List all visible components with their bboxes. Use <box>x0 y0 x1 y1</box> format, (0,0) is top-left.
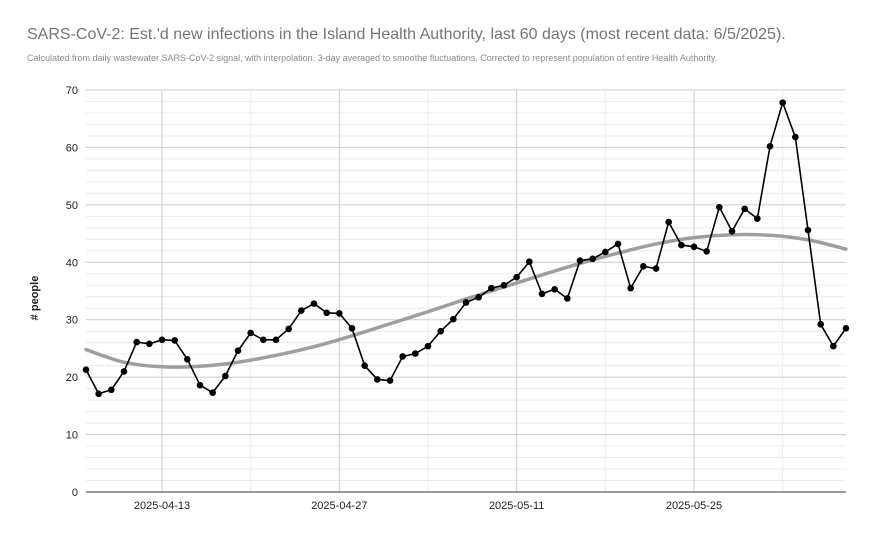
data-point <box>158 336 166 344</box>
major-gridlines <box>86 89 846 493</box>
data-point <box>196 381 204 389</box>
data-point <box>260 336 267 344</box>
data-point <box>285 325 292 333</box>
data-point <box>500 281 508 289</box>
series-layer <box>82 99 850 398</box>
data-point <box>754 215 761 222</box>
data-point <box>120 368 128 375</box>
x-tick-label: 2025-05-11 <box>489 500 544 512</box>
data-point <box>576 257 584 264</box>
chart-subtitle: Calculated from daily wastewater SARS-Co… <box>27 53 718 63</box>
data-point <box>728 227 736 235</box>
data-point <box>222 372 229 380</box>
data-point <box>247 329 254 337</box>
y-tick-label: 40 <box>66 257 78 269</box>
data-point <box>146 340 153 348</box>
y-tick-label: 50 <box>66 200 78 212</box>
data-point <box>678 241 685 249</box>
data-point <box>551 285 558 293</box>
chart-title: SARS-CoV-2: Est.'d new infections in the… <box>27 26 786 43</box>
data-point <box>310 300 318 307</box>
data-point <box>82 366 90 373</box>
data-point <box>690 243 698 251</box>
data-point <box>817 321 824 328</box>
data-point <box>374 376 381 383</box>
data-point <box>133 338 140 346</box>
data-point <box>171 337 178 344</box>
data-point <box>488 284 495 292</box>
data-point <box>272 336 280 344</box>
data-point <box>830 342 837 350</box>
data-point <box>437 327 444 335</box>
data-point <box>424 342 432 350</box>
data-point <box>412 350 419 357</box>
data-point <box>640 263 647 270</box>
data-point <box>665 218 672 226</box>
data-point <box>95 390 102 398</box>
data-point <box>462 299 470 306</box>
data-point <box>804 226 812 234</box>
data-point <box>323 309 330 317</box>
data-point <box>513 273 520 281</box>
data-point <box>475 294 482 301</box>
data-point <box>184 356 191 363</box>
data-point <box>602 248 609 256</box>
data-point <box>336 310 343 317</box>
y-tick-label: 70 <box>66 85 78 97</box>
data-point <box>614 240 622 248</box>
y-tick-label: 20 <box>66 372 78 384</box>
x-tick-label: 2025-04-13 <box>134 500 190 512</box>
data-point <box>526 258 533 266</box>
data-point <box>348 325 356 332</box>
data-point <box>716 203 723 211</box>
data-point <box>209 389 216 396</box>
x-tick-label: 2025-04-27 <box>311 500 367 512</box>
data-point <box>766 142 774 150</box>
y-tick-label: 30 <box>66 315 78 327</box>
y-axis-label: # people <box>29 276 41 321</box>
data-point <box>298 307 305 314</box>
data-point <box>361 362 368 369</box>
trendline <box>84 232 848 369</box>
data-point <box>741 205 748 213</box>
x-axis-ticks: 2025-04-13 2025-04-27 2025-05-11 2025-05-25 <box>134 500 722 512</box>
y-tick-label: 60 <box>66 142 78 154</box>
x-tick-label: 2025-05-25 <box>666 500 722 512</box>
data-point <box>652 265 660 272</box>
data-point <box>450 315 457 323</box>
data-point <box>589 255 596 263</box>
y-tick-label: 0 <box>72 487 78 499</box>
y-tick-label: 10 <box>66 430 78 442</box>
data-point <box>399 353 406 360</box>
data-point <box>779 99 786 106</box>
data-point <box>703 248 710 255</box>
y-axis-ticks: 0 10 20 30 40 50 60 70 <box>66 85 78 499</box>
data-point <box>538 290 546 298</box>
series-line <box>85 101 847 395</box>
data-point <box>234 347 242 355</box>
data-point <box>627 284 634 292</box>
data-point <box>842 325 850 332</box>
data-point <box>792 133 799 141</box>
minor-gridlines <box>86 90 846 492</box>
data-point <box>108 386 115 394</box>
data-point <box>386 377 394 384</box>
data-point <box>564 295 571 302</box>
